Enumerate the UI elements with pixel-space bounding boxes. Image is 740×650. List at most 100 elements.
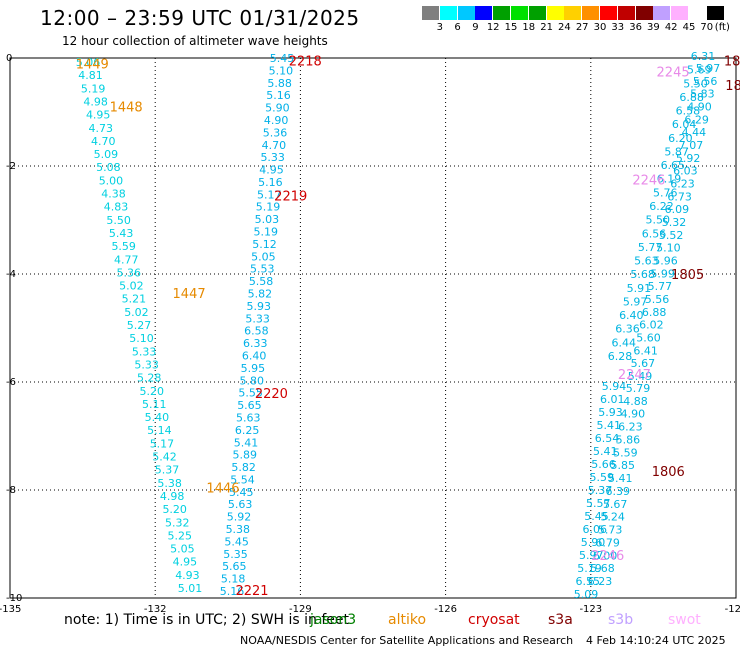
swh-value: 5.66 bbox=[591, 458, 616, 471]
swh-value: 5.33 bbox=[260, 151, 285, 164]
pass-time-label: 1805 bbox=[671, 268, 704, 283]
swh-value: 5.17 bbox=[257, 188, 282, 201]
swh-value: 6.58 bbox=[676, 105, 701, 118]
swh-value: 5.56 bbox=[645, 293, 670, 306]
swh-value: 6.03 bbox=[673, 165, 698, 178]
swh-value: 5.45 bbox=[270, 52, 295, 65]
swh-value: 6.33 bbox=[243, 337, 268, 350]
swh-value: 4.81 bbox=[78, 69, 103, 82]
swh-value: 5.38 bbox=[226, 523, 251, 536]
scale-label: 36 bbox=[629, 22, 642, 33]
swh-value: 6.09 bbox=[665, 203, 690, 216]
scale-label: 39 bbox=[647, 22, 660, 33]
swh-value: 5.32 bbox=[662, 216, 687, 229]
swh-value: 6.31 bbox=[691, 50, 716, 63]
scale-swatch bbox=[564, 6, 582, 20]
swh-value: 5.36 bbox=[117, 266, 142, 279]
swh-value: 5.21 bbox=[122, 293, 147, 306]
scale-swatch bbox=[617, 6, 635, 20]
scale-swatch bbox=[439, 6, 457, 20]
scale-label: 18 bbox=[522, 22, 536, 33]
swh-value: 5.28 bbox=[137, 372, 162, 385]
swh-value: 4.95 bbox=[86, 109, 111, 122]
swh-value: 4.90 bbox=[687, 101, 712, 114]
page-title: 12:00 – 23:59 UTC 01/31/2025 bbox=[40, 6, 360, 30]
pass-time-label: 2219 bbox=[274, 190, 307, 205]
y-tick-label: -10 bbox=[6, 593, 22, 604]
swh-value: 6.79 bbox=[595, 536, 620, 549]
swh-value: 5.50 bbox=[106, 214, 131, 227]
swh-value: 5.59 bbox=[613, 446, 638, 459]
swh-value: 5.45 bbox=[229, 486, 254, 499]
swh-value: 5.27 bbox=[127, 319, 152, 332]
swh-value: 5.77 bbox=[648, 280, 673, 293]
swh-value: 6.19 bbox=[657, 173, 682, 186]
swh-value: 6.28 bbox=[608, 350, 633, 363]
scale-label: 30 bbox=[593, 22, 607, 33]
swh-value: 5.10 bbox=[656, 242, 681, 255]
swh-value: 6.06 bbox=[583, 523, 608, 536]
pass-time-label: 1447 bbox=[173, 287, 206, 302]
swh-value: 5.50 bbox=[683, 77, 708, 90]
page-subtitle: 12 hour collection of altimeter wave hei… bbox=[62, 34, 328, 48]
swh-value: 5.38 bbox=[157, 477, 182, 490]
swh-value: 5.82 bbox=[231, 461, 256, 474]
swh-value: 5.68 bbox=[630, 268, 655, 281]
swh-value: 4.98 bbox=[83, 95, 108, 108]
swh-value: 5.77 bbox=[638, 241, 663, 254]
swh-value: 5.59 bbox=[111, 240, 136, 253]
swh-value: 5.36 bbox=[263, 126, 288, 139]
swh-value: 4.90 bbox=[621, 408, 646, 421]
swh-value: 5.56 bbox=[693, 75, 718, 88]
swh-value: 5.88 bbox=[267, 77, 292, 90]
satellite-label-cryosat: cryosat bbox=[468, 612, 520, 628]
swh-value: 5.87 bbox=[664, 145, 689, 158]
swh-value: 5.33 bbox=[134, 358, 159, 371]
swh-value: 6.22 bbox=[649, 200, 674, 213]
swh-value: 4.38 bbox=[101, 188, 126, 201]
scale-swatch bbox=[600, 6, 617, 20]
swh-value: 5.35 bbox=[223, 548, 248, 561]
swh-value: 6.02 bbox=[639, 319, 664, 332]
credit-text: NOAA/NESDIS Center for Satellite Applica… bbox=[240, 634, 574, 647]
swh-value: 5.52 bbox=[659, 229, 684, 242]
swh-value: 5.65 bbox=[222, 560, 247, 573]
swh-value: 5.97 bbox=[579, 549, 604, 562]
swh-value: 5.93 bbox=[246, 300, 271, 313]
pass-time-label: 2221 bbox=[235, 584, 268, 599]
swh-value: 5.16 bbox=[258, 176, 283, 189]
satellite-label-altiko: altiko bbox=[388, 612, 427, 628]
scale-swatch bbox=[457, 6, 475, 20]
x-tick-label: -132 bbox=[144, 604, 167, 615]
swh-value: 5.65 bbox=[237, 399, 262, 412]
scale-swatch bbox=[635, 6, 653, 20]
swh-value: 5.92 bbox=[676, 152, 701, 165]
swh-value: 5.20 bbox=[162, 503, 187, 516]
swh-value: 5.05 bbox=[170, 543, 195, 556]
swh-value: 5.91 bbox=[627, 282, 652, 295]
swh-value: 5.95 bbox=[241, 362, 266, 375]
x-tick-label: -129 bbox=[289, 604, 312, 615]
pass-time-label: 2246 bbox=[591, 549, 624, 564]
scale-swatch bbox=[653, 6, 671, 20]
y-tick-label: 0 bbox=[6, 53, 12, 64]
swh-value: 6.88 bbox=[679, 91, 704, 104]
swh-value: 5.85 bbox=[611, 459, 636, 472]
swh-value: 5.49 bbox=[628, 370, 653, 383]
swh-value: 5.25 bbox=[168, 529, 193, 542]
satellite-label-s3b: s3b bbox=[608, 612, 634, 628]
swh-value: 5.58 bbox=[249, 275, 274, 288]
scale-swatch bbox=[528, 6, 546, 20]
swh-value: 5.41 bbox=[597, 419, 622, 432]
pass-time-label: 2246 bbox=[632, 174, 665, 189]
swh-value: 5.19 bbox=[577, 562, 602, 575]
swh-value: 5.00 bbox=[99, 174, 124, 187]
swh-value: 5.01 bbox=[178, 582, 203, 595]
swh-value: 6.88 bbox=[642, 306, 667, 319]
swh-value: 6.73 bbox=[667, 190, 692, 203]
satellite-label-jason3: jason3 bbox=[310, 612, 357, 628]
y-tick-label: -8 bbox=[6, 485, 16, 496]
swh-value: 6.40 bbox=[619, 309, 644, 322]
swh-value: 5.79 bbox=[626, 382, 651, 395]
y-tick-label: -4 bbox=[6, 269, 16, 280]
